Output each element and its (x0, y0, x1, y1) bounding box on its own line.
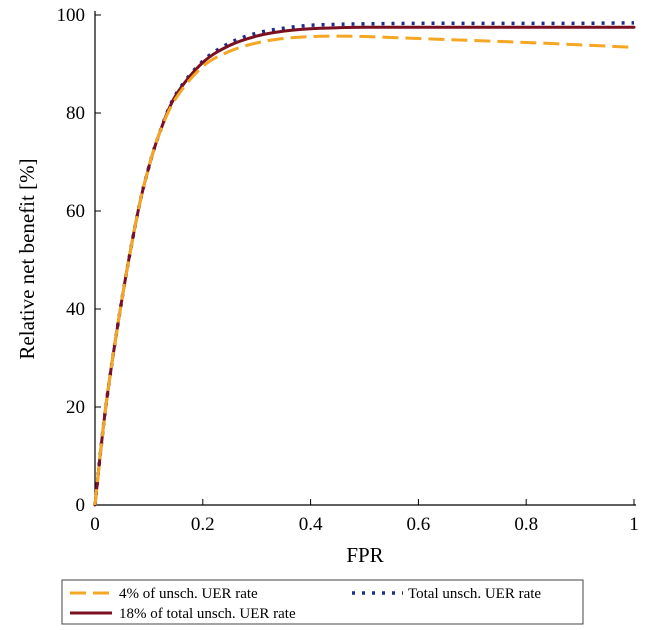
legend-box (61, 579, 584, 625)
x-tick-label: 0.8 (514, 514, 538, 535)
legend-item: Total unsch. UER rate (352, 586, 541, 602)
series-line-1 (93, 34, 635, 506)
x-tick-label: 0.2 (191, 514, 215, 535)
x-tick-label: 0.6 (407, 514, 431, 535)
y-tick-label: 40 (66, 299, 85, 320)
y-tick-label: 20 (66, 397, 85, 418)
legend-label-series-3: 18% of total unsch. UER rate (119, 606, 296, 622)
x-tick-label: 1 (629, 514, 639, 535)
y-axis-title: Relative net benefit [%] (15, 158, 39, 359)
y-tick-label: 0 (76, 495, 86, 516)
legend: 4% of unsch. UER rate Total unsch. UER r… (61, 579, 584, 625)
legend-item: 18% of total unsch. UER rate (70, 606, 296, 622)
axis-ticks: 0 0.2 0.4 0.6 0.8 1 0 20 40 60 80 100 (57, 5, 639, 535)
y-tick-label: 100 (57, 5, 86, 26)
x-tick-label: 0 (90, 514, 100, 535)
y-tick-label: 80 (66, 103, 85, 124)
legend-label-series-1: 4% of unsch. UER rate (119, 586, 258, 602)
legend-label-series-2: Total unsch. UER rate (408, 586, 541, 602)
x-axis-title: FPR (346, 543, 383, 567)
series-layer (93, 21, 636, 507)
y-tick-label: 60 (66, 201, 85, 222)
legend-item: 4% of unsch. UER rate (70, 586, 258, 602)
x-tick-label: 0.4 (299, 514, 323, 535)
